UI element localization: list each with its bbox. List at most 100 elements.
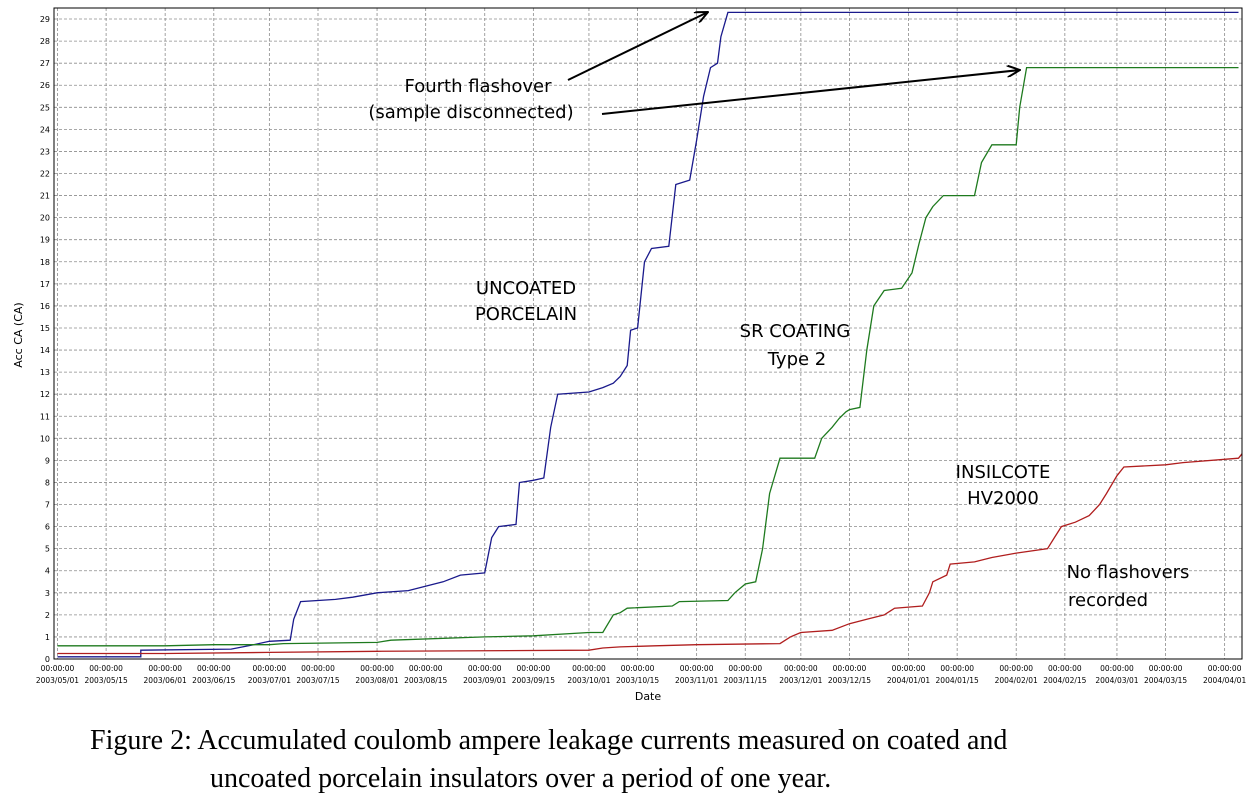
- x-tick-date: 2003/09/01: [463, 676, 506, 685]
- x-tick-date: 2003/06/01: [144, 676, 187, 685]
- y-tick-label: 8: [45, 478, 50, 487]
- x-tick-date: 2003/08/15: [404, 676, 447, 685]
- x-tick-time: 00:00:00: [148, 664, 182, 673]
- y-tick-label: 14: [40, 346, 50, 355]
- y-tick-label: 9: [45, 456, 50, 465]
- y-axis-label: Acc CA (CA): [12, 302, 25, 367]
- annotation-fourth-line1: Fourth flashover: [404, 76, 552, 97]
- y-tick-label: 6: [45, 523, 50, 532]
- y-tick-label: 2: [45, 611, 50, 620]
- annotation-insilcote-line2: HV2000: [967, 488, 1039, 509]
- x-tick-time: 00:00:00: [940, 664, 974, 673]
- y-tick-label: 25: [40, 103, 50, 112]
- annotation-insilcote: INSILCOTE HV2000: [956, 462, 1051, 509]
- x-tick-time: 00:00:00: [1100, 664, 1134, 673]
- x-tick-date: 2004/04/01: [1203, 676, 1246, 685]
- x-tick-date: 2003/10/01: [567, 676, 610, 685]
- x-tick-date: 2004/03/01: [1095, 676, 1138, 685]
- annotation-no-flashovers: No flashovers recorded: [1067, 562, 1190, 611]
- y-tick-label: 21: [40, 192, 50, 201]
- annotation-insilcote-line1: INSILCOTE: [956, 462, 1051, 483]
- x-tick-date: 2003/12/01: [779, 676, 822, 685]
- series-uncoated-porcelain: [57, 11, 1239, 658]
- x-tick-time: 00:00:00: [197, 664, 231, 673]
- y-tick-label: 27: [40, 59, 50, 68]
- x-tick-date: 2003/07/15: [296, 676, 339, 685]
- y-tick-label: 24: [40, 125, 50, 134]
- x-tick-date: 2003/12/15: [828, 676, 871, 685]
- caption-line-2: uncoated porcelain insulators over a per…: [210, 763, 832, 794]
- y-tick-label: 7: [45, 501, 50, 510]
- annotation-sr-coating: SR COATING Type 2: [740, 321, 851, 370]
- y-tick-label: 28: [40, 37, 50, 46]
- x-tick-date: 2004/02/01: [995, 676, 1038, 685]
- series-insilcote-hv2000: [57, 453, 1243, 655]
- y-tick-label: 17: [40, 280, 50, 289]
- x-tick-time: 00:00:00: [409, 664, 443, 673]
- x-tick-time: 00:00:00: [1048, 664, 1082, 673]
- arrow-to-sr-flashover: [601, 70, 1020, 115]
- y-tick-label: 12: [40, 390, 50, 399]
- series-lines: [57, 11, 1243, 658]
- y-tick-label: 26: [40, 81, 50, 90]
- x-tick-date: 2003/05/15: [84, 676, 127, 685]
- y-tick-label: 3: [45, 589, 50, 598]
- x-tick-time: 00:00:00: [517, 664, 551, 673]
- x-tick-time: 00:00:00: [833, 664, 867, 673]
- arrow-to-uncoated-flashover: [567, 12, 708, 81]
- x-tick-date: 2003/11/15: [724, 676, 767, 685]
- x-tick-date: 2004/02/15: [1043, 676, 1086, 685]
- x-tick-time: 00:00:00: [1208, 664, 1242, 673]
- y-tick-label: 20: [40, 214, 50, 223]
- x-tick-date: 2004/01/15: [936, 676, 979, 685]
- y-tick-label: 4: [45, 567, 50, 576]
- annotation-fourth-flashover: Fourth flashover (sample disconnected): [368, 12, 1020, 123]
- grid: [54, 8, 1242, 660]
- y-tick-label: 19: [40, 236, 50, 245]
- leakage-current-chart: 0123456789101112131415161718192021222324…: [12, 7, 1247, 703]
- y-tick-label: 5: [45, 545, 50, 554]
- annotation-uncoated-line2: PORCELAIN: [475, 304, 577, 325]
- x-tick-time: 00:00:00: [572, 664, 606, 673]
- y-axis-ticks: 0123456789101112131415161718192021222324…: [40, 15, 50, 664]
- y-tick-label: 29: [40, 15, 50, 24]
- annotation-noflash-line1: No flashovers: [1067, 562, 1190, 583]
- x-tick-time: 00:00:00: [468, 664, 502, 673]
- x-tick-time: 00:00:00: [728, 664, 762, 673]
- annotation-fourth-line2: (sample disconnected): [368, 102, 573, 123]
- y-tick-label: 13: [40, 368, 50, 377]
- x-tick-date: 2003/09/15: [512, 676, 555, 685]
- annotation-sr-line1: SR COATING: [740, 321, 851, 342]
- x-tick-date: 2003/06/15: [192, 676, 235, 685]
- caption-line-1: Figure 2: Accumulated coulomb ampere lea…: [90, 725, 1008, 756]
- annotation-noflash-line2: recorded: [1068, 590, 1148, 611]
- x-tick-time: 00:00:00: [999, 664, 1033, 673]
- x-axis-ticks: 00:00:00 2003/05/01 00:00:00 2003/05/15 00:0…: [36, 664, 1247, 685]
- x-tick-date: 2003/05/01: [36, 676, 79, 685]
- y-tick-label: 10: [40, 434, 50, 443]
- x-tick-time: 00:00:00: [253, 664, 287, 673]
- y-tick-label: 0: [45, 655, 50, 664]
- x-tick-time: 00:00:00: [680, 664, 714, 673]
- y-tick-label: 11: [40, 412, 50, 421]
- annotation-uncoated-porcelain: UNCOATED PORCELAIN: [475, 278, 577, 325]
- annotation-uncoated-line1: UNCOATED: [476, 278, 576, 299]
- figure-caption: Figure 2: Accumulated coulomb ampere lea…: [90, 722, 1210, 798]
- y-tick-label: 22: [40, 170, 50, 179]
- x-tick-date: 2003/10/15: [616, 676, 659, 685]
- x-tick-date: 2003/08/01: [355, 676, 398, 685]
- x-tick-time: 00:00:00: [360, 664, 394, 673]
- x-tick-time: 00:00:00: [41, 664, 75, 673]
- x-tick-time: 00:00:00: [892, 664, 926, 673]
- x-tick-time: 00:00:00: [301, 664, 335, 673]
- y-tick-label: 18: [40, 258, 50, 267]
- y-tick-label: 1: [45, 633, 50, 642]
- x-tick-time: 00:00:00: [621, 664, 655, 673]
- annotation-sr-line2: Type 2: [767, 349, 827, 370]
- x-tick-time: 00:00:00: [784, 664, 818, 673]
- plot-frame: [53, 7, 1243, 660]
- x-tick-date: 2003/11/01: [675, 676, 718, 685]
- x-tick-date: 2004/01/01: [887, 676, 930, 685]
- x-tick-date: 2003/07/01: [248, 676, 291, 685]
- x-tick-time: 00:00:00: [89, 664, 123, 673]
